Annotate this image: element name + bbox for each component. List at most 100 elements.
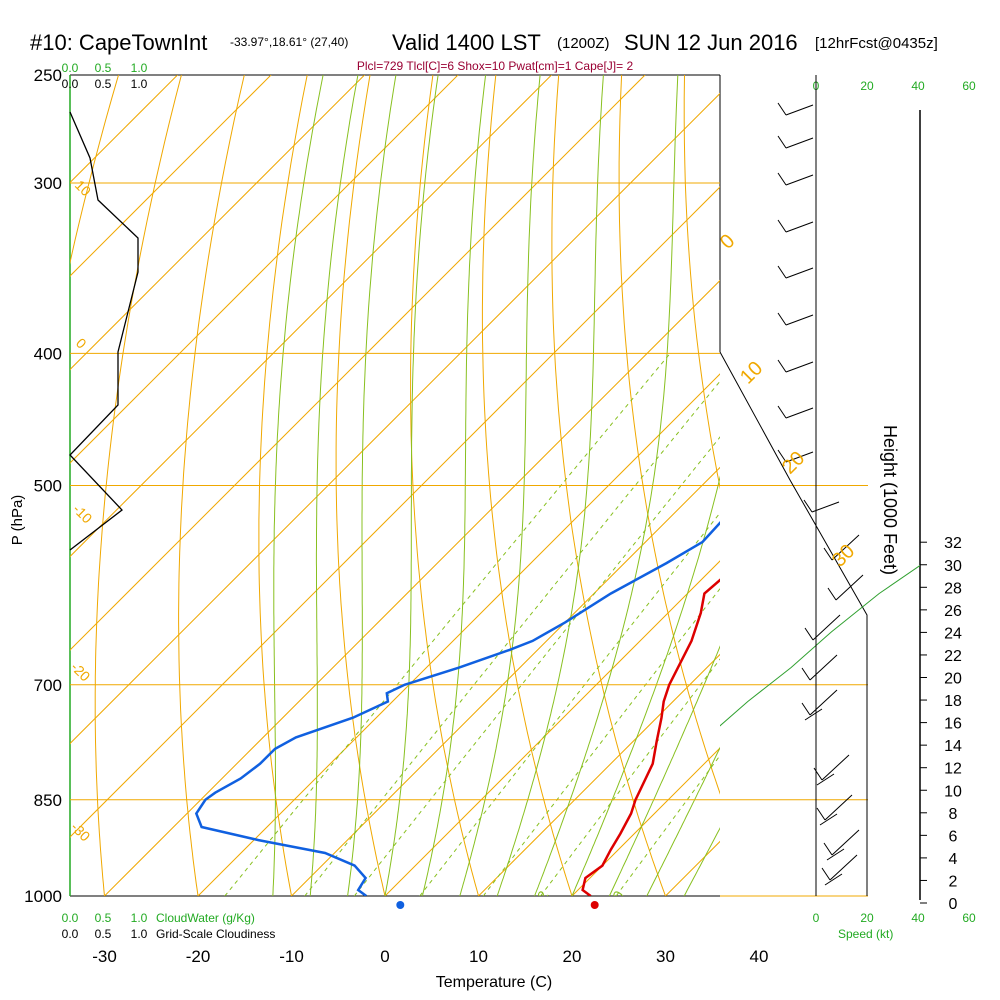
wind-barb-flag [801,702,811,716]
wind-barb [819,813,838,826]
height-tick-label: 32 [944,535,962,552]
mixing-ratio-line [419,512,720,896]
height-tick-label: 22 [944,648,962,665]
top-cloudiness-tick: 0.0 [62,77,79,91]
pressure-tick-label: 700 [34,676,62,695]
top-cloudwater-tick: 0.5 [95,61,112,75]
x-axis-title: Temperature (C) [436,974,552,991]
moist-adiabat-line [608,645,720,896]
dry-adiabat-line [683,75,720,490]
wind-barb [785,407,814,419]
height-tick-label: 16 [944,716,962,733]
speed-tick-bottom: 60 [962,911,976,925]
height-tick-label: 2 [949,873,958,890]
mixing-ratio-label: 5 [409,895,427,910]
height-tick-label: 8 [949,806,958,823]
wind-barb [831,829,860,856]
moist-adiabat-line [534,75,679,896]
dewpoint-profile [194,521,720,896]
wind-barb [785,104,814,116]
temperature-tick-label: 40 [750,947,769,966]
speed-tick-top: 60 [962,79,976,93]
isotherm-label: 10 [72,177,94,199]
isotherm-label: 10 [736,357,767,388]
bottom-cloudiness-tick: 0.0 [62,927,79,941]
wind-barb [785,137,814,149]
mixing-ratio-label: 8 [473,895,491,910]
wind-barb [809,689,838,716]
speed-tick-bottom: 0 [813,911,820,925]
temperature-tick-label: -10 [279,947,304,966]
station-title: #10: CapeTownInt [30,30,207,55]
pressure-tick-label: 1000 [24,887,62,906]
mixing-ratio-line [615,754,720,896]
speed-tick-bottom: 40 [911,911,925,925]
wind-barb [835,574,864,601]
pressure-tick-label: 850 [34,791,62,810]
speed-axis-label: Speed (kt) [838,927,893,941]
wind-barb [826,848,845,861]
temperature-tick-label: 30 [656,947,675,966]
temperature-tick-label: 20 [563,947,582,966]
mixing-ratio-line [353,436,720,896]
wind-barb [812,614,841,641]
pressure-tick-label: 250 [34,66,62,85]
wind-barb [809,654,838,681]
isotherm-label: 20 [778,447,809,478]
dry-adiabat-line [94,75,182,896]
valid-date: SUN 12 Jun 2016 [624,30,798,55]
cloudiness-line [69,111,139,551]
wind-barb-flag [804,627,814,641]
wind-barbs [720,102,920,886]
height-tick-label: 14 [944,738,962,755]
mixing-ratio-label: 1 [214,895,232,910]
moist-adiabat-line [272,75,324,896]
mixing-ratio-label: 2 [294,895,312,910]
wind-barb-flag [777,102,787,116]
wind-barb-flag [777,265,787,279]
isotherm-label: -10 [70,501,96,527]
wind-barb [821,754,850,781]
height-tick-label: 10 [944,783,962,800]
moist-adiabat-line [347,75,397,896]
temperature-profile [581,578,720,896]
wind-barb-flag [823,547,833,561]
wind-barb [829,854,858,881]
forecast-info: [12hrFcst@0435z] [815,35,938,52]
isotherm-line [70,75,272,277]
bottom-cloudiness-tick: 0.5 [95,927,112,941]
dry-adiabat-line [335,75,386,896]
zulu-time: (1200Z) [557,35,610,52]
pressure-tick-label: 300 [34,174,62,193]
height-tick-label: 12 [944,761,962,778]
isotherm-line [478,653,720,896]
height-tick-label: 0 [949,896,958,913]
wind-barb-flag [816,807,826,821]
wind-barb-flag [777,219,787,233]
cloudiness-label: Grid-Scale Cloudiness [156,927,275,941]
wind-barb-flag [777,312,787,326]
y-axis-title: P (hPa) [9,495,26,546]
bottom-cloudwater-tick: 0.5 [95,911,112,925]
speed-tick-bottom: 20 [860,911,874,925]
bottom-cloudiness-tick: 1.0 [131,927,148,941]
height-tick-label: 28 [944,580,962,597]
wind-barb-flag [821,867,831,881]
dry-adiabat-line [551,75,666,896]
wind-barb-flag [777,172,787,186]
wind-barb [824,873,843,886]
mixing-ratio-label: 12 [530,888,552,910]
isotherm-line [384,560,720,896]
top-cloudiness-tick: 1.0 [131,77,148,91]
moist-adiabat-line [421,75,487,896]
wind-barb-flag [827,587,837,601]
mixing-ratio-label: 20 [605,888,627,910]
wind-barb-flag [801,667,811,681]
y2-axis-title: Height (1000 Feet) [880,425,900,575]
top-cloudiness-tick: 0.5 [95,77,112,91]
height-tick-label: 20 [944,671,962,688]
sounding-indices: Plcl=729 Tlcl[C]=6 Shox=10 Pwat[cm]=1 Ca… [357,59,634,73]
temperature-tick-label: -30 [92,947,117,966]
